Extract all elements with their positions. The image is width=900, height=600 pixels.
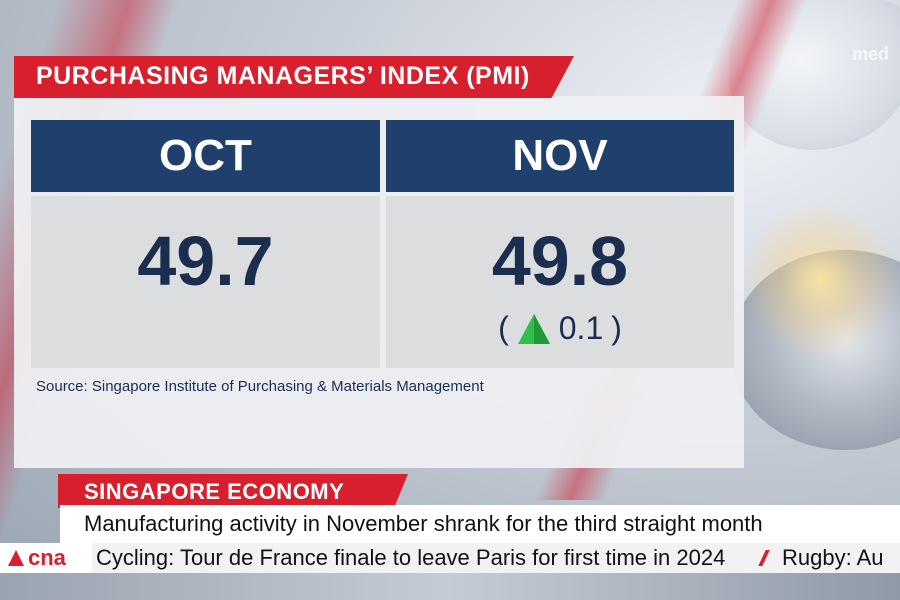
change-open-paren: ( [498, 310, 509, 346]
ticker-separator-icon [758, 550, 770, 566]
news-ticker: cna Cycling: Tour de France finale to le… [0, 543, 900, 573]
background-light [740, 200, 900, 360]
logo-triangle-icon [8, 550, 24, 566]
nov-change: ( 0.1 ) [498, 310, 622, 347]
channel-name: cna [28, 545, 66, 570]
headline-text: Manufacturing activity in November shran… [84, 511, 763, 536]
bottom-background-strip [0, 573, 900, 600]
topic-banner: SINGAPORE ECONOMY [58, 474, 408, 508]
headline-bar: Manufacturing activity in November shran… [60, 505, 900, 543]
ticker-item: Cycling: Tour de France finale to leave … [96, 545, 726, 570]
nov-value: 49.8 [491, 222, 629, 300]
change-value: 0.1 [558, 310, 604, 346]
oct-header: OCT [31, 120, 380, 192]
background-watermark: med [852, 44, 890, 64]
oct-value: 49.7 [137, 222, 274, 300]
oct-value-card: 49.7 [31, 196, 380, 368]
pmi-title: PURCHASING MANAGERS’ INDEX (PMI) [36, 62, 530, 90]
source-note: Source: Singapore Institute of Purchasin… [36, 378, 484, 395]
up-arrow-icon [517, 313, 550, 344]
ticker-item: Rugby: Au [782, 545, 884, 570]
nov-value-card: 49.8 ( 0.1 ) [386, 196, 734, 368]
background-glove [730, 0, 900, 150]
channel-logo: cna [0, 543, 92, 573]
change-close-paren: ) [611, 310, 622, 346]
topic-label: SINGAPORE ECONOMY [84, 479, 345, 504]
nov-header: NOV [386, 120, 734, 192]
pmi-title-bar [14, 56, 574, 98]
